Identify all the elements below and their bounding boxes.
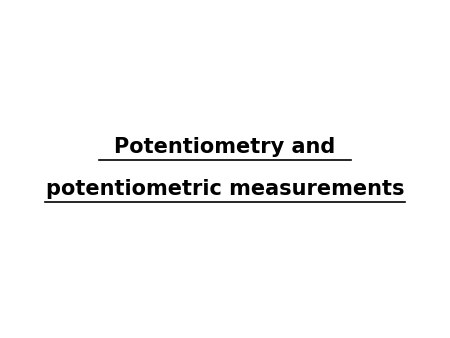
Text: potentiometric measurements: potentiometric measurements [46, 179, 404, 199]
Text: Potentiometry and: Potentiometry and [114, 137, 336, 157]
